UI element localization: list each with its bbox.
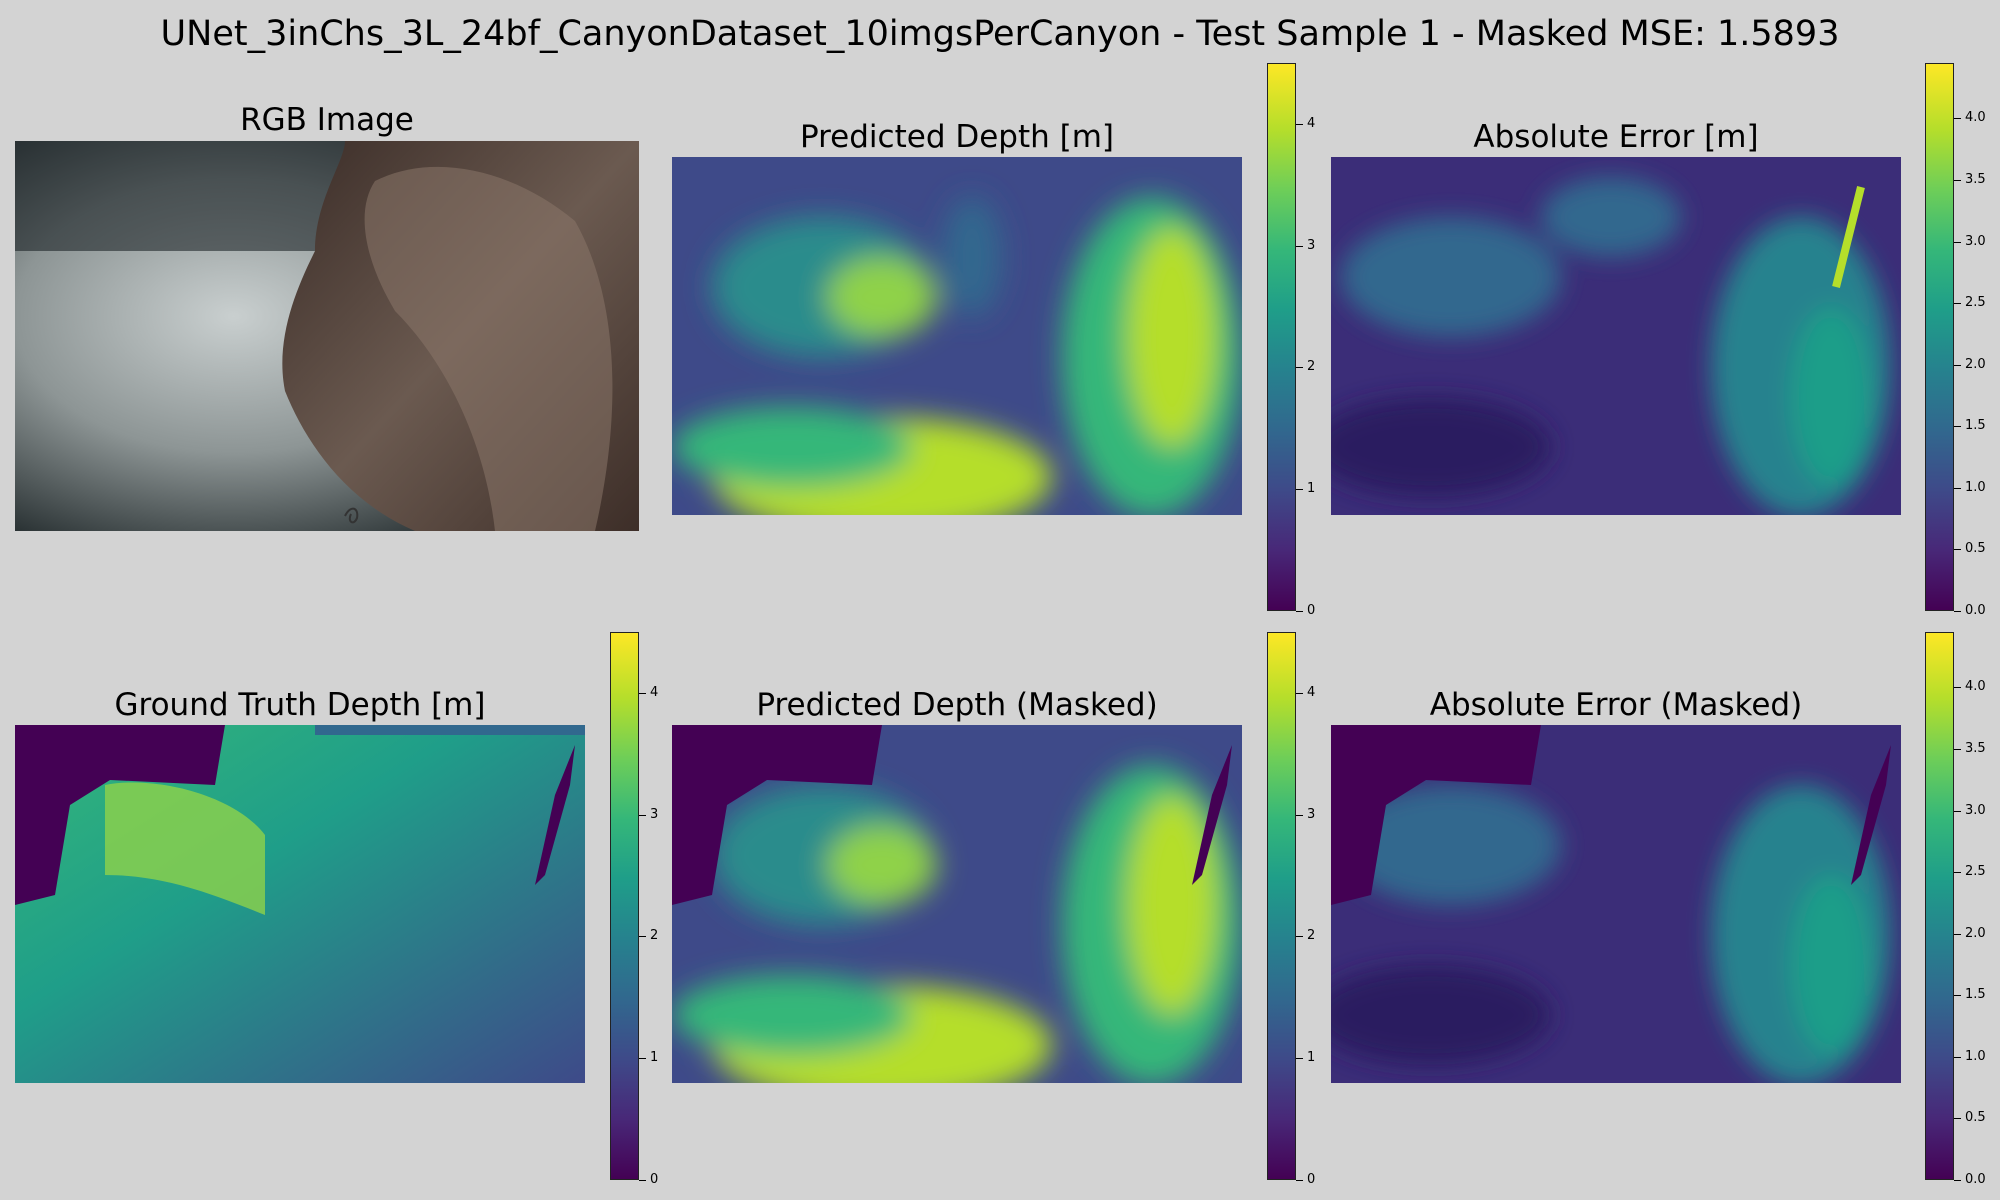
colorbar-tick [1954,934,1961,935]
colorbar-tick-label: 1.5 [1965,418,1986,433]
colorbar-tick-label: 0.0 [1965,603,1986,618]
colorbar-tick-label: 2.0 [1965,357,1986,372]
colorbar-tick-label: 1.5 [1965,987,1986,1002]
colorbar-tick [1954,687,1961,688]
colorbar-tick [1296,124,1303,125]
colorbar-tick-label: 0.0 [1965,1172,1986,1187]
colorbar-tick [1954,1118,1961,1119]
colorbar-tick [1954,180,1961,181]
err-heatmap [1331,157,1901,515]
errm-colorbar [1925,632,1954,1180]
colorbar-tick-label: 3 [1307,807,1316,822]
gt-heatmap [15,725,585,1083]
colorbar-tick-label: 2.5 [1965,295,1986,310]
colorbar-tick [1954,872,1961,873]
colorbar-tick-label: 2.0 [1965,926,1986,941]
figure-suptitle: UNet_3inChs_3L_24bf_CanyonDataset_10imgs… [160,14,1840,54]
colorbar-tick [1296,246,1303,247]
colorbar-tick-label: 1.0 [1965,1049,1986,1064]
colorbar-tick [1954,1180,1961,1181]
colorbar-tick-label: 4 [1307,116,1316,131]
colorbar-tick [1954,365,1961,366]
colorbar-tick-label: 4.0 [1965,110,1986,125]
colorbar-tick [1296,611,1303,612]
err-colorbar [1925,63,1954,611]
colorbar-tick [1954,749,1961,750]
colorbar-tick-label: 0 [650,1172,659,1187]
colorbar-tick-label: 3 [650,807,659,822]
colorbar-tick [1954,995,1961,996]
colorbar-tick [1954,118,1961,119]
colorbar-tick-label: 2.5 [1965,864,1986,879]
colorbar-tick-label: 1 [1307,481,1316,496]
colorbar-tick [1954,549,1961,550]
colorbar-tick [1296,367,1303,368]
colorbar-tick-label: 0 [1307,1172,1316,1187]
colorbar-tick [639,1058,646,1059]
predm-title: Predicted Depth (Masked) [756,687,1158,723]
colorbar-tick-label: 4.0 [1965,679,1986,694]
colorbar-tick [639,815,646,816]
colorbar-tick-label: 1 [650,1050,659,1065]
colorbar-tick-label: 2 [1307,928,1316,943]
colorbar-tick [1954,426,1961,427]
rgb-title: RGB Image [240,102,414,138]
colorbar-tick-label: 3.5 [1965,172,1986,187]
errm-title: Absolute Error (Masked) [1429,687,1803,723]
colorbar-tick [1296,936,1303,937]
colorbar-tick [1296,815,1303,816]
colorbar-tick [639,693,646,694]
colorbar-tick-label: 1 [1307,1050,1316,1065]
colorbar-tick-label: 4 [1307,685,1316,700]
colorbar-tick [1954,611,1961,612]
pred-colorbar [1267,63,1296,611]
predm-colorbar [1267,632,1296,1180]
colorbar-tick [1296,489,1303,490]
predm-heatmap [672,725,1242,1083]
pred-title: Predicted Depth [m] [799,119,1115,155]
gt-title: Ground Truth Depth [m] [114,687,486,723]
colorbar-tick [1296,1180,1303,1181]
colorbar-tick [1954,242,1961,243]
colorbar-tick [1954,303,1961,304]
err-title: Absolute Error [m] [1473,119,1759,155]
colorbar-tick-label: 0.5 [1965,1110,1986,1125]
rgb-image [15,141,639,531]
gt-colorbar [610,632,639,1180]
colorbar-tick [1296,693,1303,694]
colorbar-tick-label: 1.0 [1965,480,1986,495]
colorbar-tick-label: 2 [1307,359,1316,374]
colorbar-tick [1954,811,1961,812]
colorbar-tick [639,936,646,937]
colorbar-tick-label: 3.5 [1965,741,1986,756]
colorbar-tick-label: 3.0 [1965,234,1986,249]
colorbar-tick [1954,488,1961,489]
colorbar-tick-label: 3 [1307,238,1316,253]
colorbar-tick-label: 0.5 [1965,541,1986,556]
colorbar-tick [1954,1057,1961,1058]
colorbar-tick-label: 2 [650,928,659,943]
colorbar-tick-label: 4 [650,685,659,700]
colorbar-tick [639,1180,646,1181]
colorbar-tick [1296,1058,1303,1059]
colorbar-tick-label: 0 [1307,603,1316,618]
colorbar-tick-label: 3.0 [1965,803,1986,818]
errm-heatmap [1331,725,1901,1083]
pred-heatmap [672,157,1242,515]
